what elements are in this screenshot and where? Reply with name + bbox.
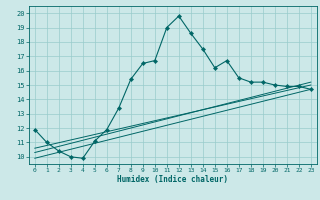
X-axis label: Humidex (Indice chaleur): Humidex (Indice chaleur): [117, 175, 228, 184]
